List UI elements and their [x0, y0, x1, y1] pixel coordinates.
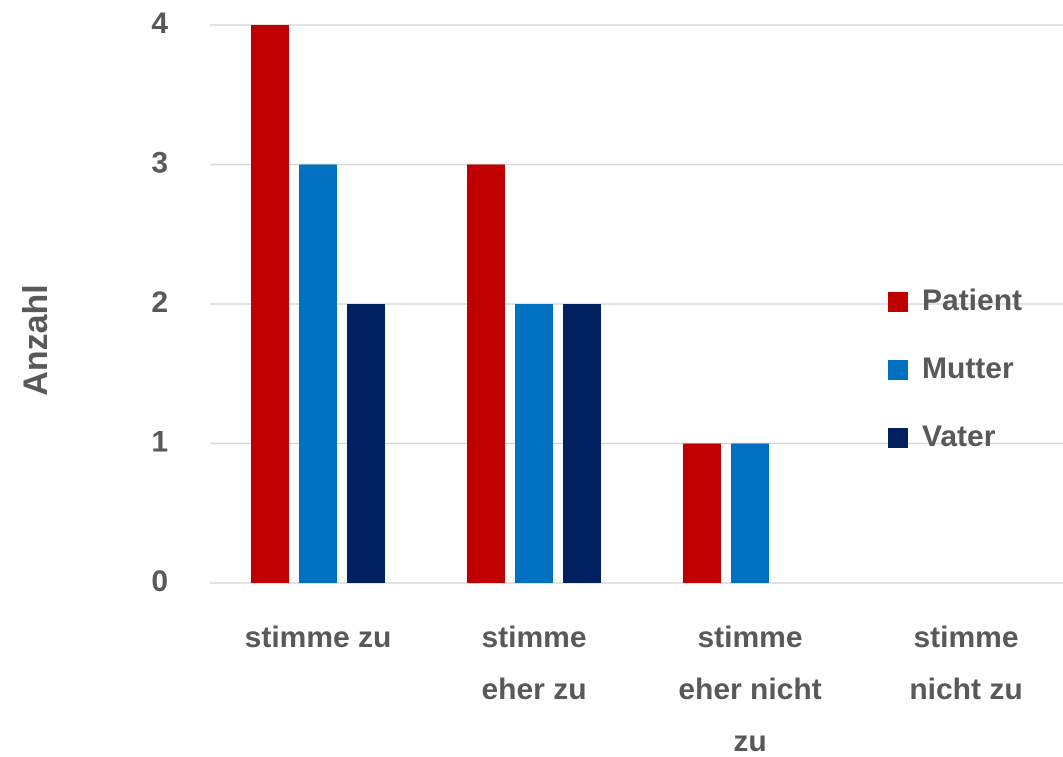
legend-swatch — [888, 428, 908, 448]
y-axis-label: Anzahl — [17, 284, 55, 395]
bar — [515, 304, 553, 583]
legend-swatch — [888, 292, 908, 312]
legend-label: Mutter — [922, 352, 1014, 385]
legend-swatch — [888, 360, 908, 380]
y-tick-label: 1 — [151, 425, 168, 458]
x-tick-label: stimme eher nicht zu — [678, 621, 822, 757]
bar — [683, 443, 721, 583]
y-tick-label: 4 — [151, 7, 168, 40]
x-tick-label: stimme zu — [244, 621, 392, 654]
bar — [563, 304, 601, 583]
bar — [251, 25, 289, 583]
bar — [467, 164, 505, 583]
y-tick-label: 3 — [151, 146, 168, 179]
legend-label: Vater — [922, 420, 996, 453]
bar — [347, 304, 385, 583]
bar — [299, 164, 337, 583]
x-tick-label: stimme eher zu — [481, 621, 587, 706]
bar — [731, 443, 769, 583]
legend-label: Patient — [922, 284, 1022, 317]
y-tick-label: 0 — [151, 565, 168, 598]
x-tick-label: stimme nicht zu — [909, 621, 1023, 706]
y-tick-label: 2 — [151, 286, 168, 319]
